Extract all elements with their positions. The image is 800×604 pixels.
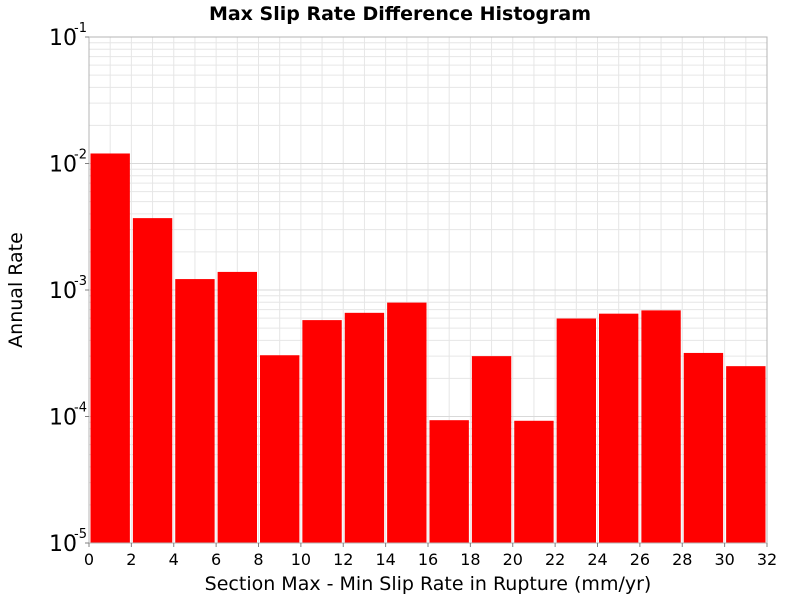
y-tick-exponent: -3 <box>74 274 87 289</box>
histogram-bar <box>175 279 215 543</box>
x-tick-label: 20 <box>503 550 523 569</box>
y-tick-label: 10 <box>49 532 77 557</box>
x-tick-label: 22 <box>545 550 565 569</box>
histogram-bar <box>302 320 342 543</box>
y-axis-label: Annual Rate <box>5 232 27 348</box>
y-tick-label: 10 <box>49 153 77 178</box>
x-tick-label: 10 <box>291 550 311 569</box>
histogram-bar <box>429 420 469 543</box>
x-tick-label: 30 <box>714 550 734 569</box>
x-tick-label: 28 <box>672 550 692 569</box>
histogram-bar <box>514 420 554 543</box>
y-tick-exponent: -2 <box>74 148 87 163</box>
x-tick-label: 16 <box>418 550 438 569</box>
histogram-bar <box>641 310 681 543</box>
y-tick-label: 10 <box>49 406 77 431</box>
y-axis: 10-510-410-310-210-1 <box>49 21 89 557</box>
x-tick-label: 18 <box>460 550 480 569</box>
x-tick-label: 32 <box>757 550 777 569</box>
x-tick-label: 8 <box>253 550 263 569</box>
histogram-bar <box>217 271 257 543</box>
chart-title: Max Slip Rate Difference Histogram <box>209 3 591 25</box>
x-axis-label: Section Max - Min Slip Rate in Rupture (… <box>205 573 652 595</box>
x-tick-label: 26 <box>630 550 650 569</box>
histogram-bar <box>387 302 427 543</box>
y-tick-exponent: -1 <box>74 21 87 36</box>
x-tick-label: 0 <box>84 550 94 569</box>
bars <box>90 153 766 543</box>
y-tick-exponent: -4 <box>74 401 87 416</box>
histogram-bar <box>471 356 512 543</box>
histogram-bar <box>556 318 596 543</box>
x-tick-label: 14 <box>375 550 395 569</box>
x-tick-label: 12 <box>333 550 353 569</box>
histogram-bar <box>132 218 173 543</box>
x-axis: 0 2 4 6 8 10 12 14 16 18 20 22 24 26 28 30 32 <box>84 543 777 569</box>
x-tick-label: 24 <box>587 550 607 569</box>
x-tick-label: 6 <box>211 550 221 569</box>
y-tick-exponent: -5 <box>74 527 87 542</box>
x-tick-label: 4 <box>169 550 179 569</box>
histogram-bar <box>683 352 724 543</box>
histogram-bar <box>344 312 385 543</box>
histogram-bar <box>726 366 766 543</box>
histogram-bar <box>599 313 639 543</box>
histogram-bar <box>90 153 130 543</box>
x-tick-label: 2 <box>126 550 136 569</box>
histogram-bar <box>260 355 300 543</box>
y-tick-label: 10 <box>49 26 77 51</box>
y-tick-label: 10 <box>49 279 77 304</box>
